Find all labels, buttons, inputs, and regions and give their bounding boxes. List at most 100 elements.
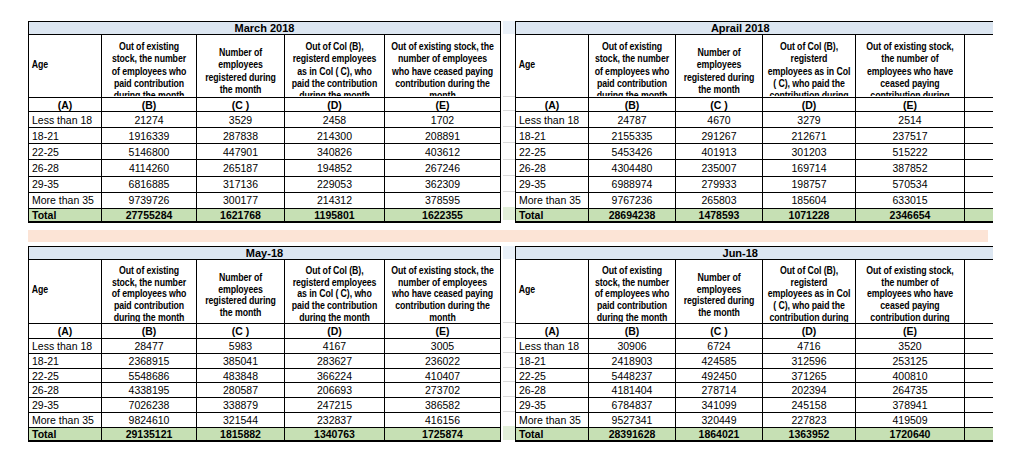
age-group-label: More than 35 xyxy=(516,192,589,208)
table-row: 22-255453426401913301203515222 xyxy=(516,144,993,160)
spreadsheet-page: March 2018 AgeOut of existing stock, the … xyxy=(0,0,1013,460)
data-cell: 6988974 xyxy=(589,176,676,192)
age-group-label: 26-28 xyxy=(516,383,589,398)
table-row: More than 359527341320449227823419509 xyxy=(516,413,993,428)
total-cell: 1363952 xyxy=(763,427,856,441)
age-group-label: 22-25 xyxy=(29,368,102,383)
column-letter-row: (A)(B)(C )(D)(E) xyxy=(29,98,501,112)
table-header-row: AgeOut of existing stock, the number of … xyxy=(516,35,993,98)
data-cell: 341099 xyxy=(676,398,763,413)
data-cell: 30906 xyxy=(589,339,676,354)
header-col-d: Out of Col (B), registerd employees as i… xyxy=(763,260,856,324)
data-cell: 279933 xyxy=(676,176,763,192)
age-group-label: 22-25 xyxy=(516,368,589,383)
age-group-label: 26-28 xyxy=(29,383,102,398)
border-extension-cell xyxy=(965,192,993,208)
total-cell: 1340763 xyxy=(285,427,385,441)
data-cell: 515222 xyxy=(856,144,965,160)
border-extension-cell xyxy=(965,260,993,324)
data-cell: 247215 xyxy=(285,398,385,413)
column-letter-row: (A)(B)(C )(D)(E) xyxy=(516,98,993,112)
data-cell: 287838 xyxy=(197,128,285,144)
column-letter: (E) xyxy=(856,324,965,339)
table-row: 26-284338195280587206693273702 xyxy=(29,383,501,398)
data-cell: 7026238 xyxy=(102,398,197,413)
total-label: Total xyxy=(516,427,589,441)
column-letter-row: (A)(B)(C )(D)(E) xyxy=(516,324,993,339)
table-row: 26-284304480235007169714387852 xyxy=(516,160,993,176)
table-row: 29-356988974279933198757570534 xyxy=(516,176,993,192)
table-row: 26-284114260265187194852267246 xyxy=(29,160,501,176)
data-cell: 6724 xyxy=(676,339,763,354)
column-letter: (C ) xyxy=(676,324,763,339)
table-row: 18-211916339287838214300208891 xyxy=(29,128,501,144)
data-cell: 385041 xyxy=(197,353,285,368)
data-cell: 237517 xyxy=(856,128,965,144)
data-cell: 483848 xyxy=(197,368,285,383)
data-cell: 371265 xyxy=(763,368,856,383)
data-cell: 312596 xyxy=(763,353,856,368)
border-extension-cell xyxy=(965,353,993,368)
data-cell: 185604 xyxy=(763,192,856,208)
column-letter: (B) xyxy=(102,324,197,339)
table-row: 18-212418903424585312596253125 xyxy=(516,353,993,368)
data-cell: 253125 xyxy=(856,353,965,368)
age-group-label: 22-25 xyxy=(516,144,589,160)
border-extension-cell xyxy=(965,160,993,176)
header-col-c: Number of employees registered during th… xyxy=(676,260,763,324)
data-cell: 5146800 xyxy=(102,144,197,160)
column-letter: (C ) xyxy=(197,324,285,339)
data-cell: 6784837 xyxy=(589,398,676,413)
column-letter: (B) xyxy=(589,98,676,112)
data-cell: 265187 xyxy=(197,160,285,176)
header-col-e: Out of existing stock, the number of emp… xyxy=(385,35,501,98)
data-cell: 301203 xyxy=(763,144,856,160)
data-cell: 5453426 xyxy=(589,144,676,160)
total-cell: 29135121 xyxy=(102,427,197,441)
column-letter: (D) xyxy=(285,324,385,339)
gap-gridline xyxy=(503,352,515,353)
table-row: Less than 1821274352924581702 xyxy=(29,112,501,128)
total-cell: 1815882 xyxy=(197,427,285,441)
data-cell: 4181404 xyxy=(589,383,676,398)
age-group-label: More than 35 xyxy=(516,413,589,428)
data-cell: 194852 xyxy=(285,160,385,176)
gap-gridline xyxy=(503,191,515,192)
total-cell: 28694238 xyxy=(589,208,676,222)
data-cell: 338879 xyxy=(197,398,285,413)
data-cell: 410407 xyxy=(385,368,501,383)
data-cell: 4114260 xyxy=(102,160,197,176)
data-cell: 212671 xyxy=(763,128,856,144)
data-cell: 633015 xyxy=(856,192,965,208)
border-extension-cell xyxy=(965,427,993,441)
gap-gridline xyxy=(503,367,515,368)
age-group-label: 29-35 xyxy=(29,176,102,192)
gap-gridline xyxy=(503,381,515,382)
border-extension-cell xyxy=(965,324,993,339)
table-row: Less than 1830906672447163520 xyxy=(516,339,993,354)
column-letter: (E) xyxy=(856,98,965,112)
data-cell: 9767236 xyxy=(589,192,676,208)
table-row: 29-357026238338879247215386582 xyxy=(29,398,501,413)
data-cell: 340826 xyxy=(285,144,385,160)
data-cell: 2368915 xyxy=(102,353,197,368)
data-cell: 265803 xyxy=(676,192,763,208)
data-cell: 21274 xyxy=(102,112,197,128)
header-col-d: Out of Col (B), registerd employees as i… xyxy=(285,35,385,98)
data-cell: 198757 xyxy=(763,176,856,192)
data-cell: 5983 xyxy=(197,339,285,354)
header-col-c: Number of employees registered during th… xyxy=(197,35,285,98)
age-group-label: 18-21 xyxy=(29,353,102,368)
table-title-row: March 2018 xyxy=(29,22,501,35)
column-letter: (D) xyxy=(763,98,856,112)
table-header-row: AgeOut of existing stock, the number of … xyxy=(516,260,993,324)
border-extension-cell xyxy=(965,398,993,413)
gap-title-tint-bottom xyxy=(503,246,515,259)
data-cell: 5448237 xyxy=(589,368,676,383)
age-group-label: More than 35 xyxy=(29,413,102,428)
age-group-label: More than 35 xyxy=(29,192,102,208)
gap-total-tint-bottom xyxy=(503,426,515,440)
peach-separator-band xyxy=(28,230,988,242)
data-cell: 4304480 xyxy=(589,160,676,176)
border-extension-cell xyxy=(965,98,993,112)
